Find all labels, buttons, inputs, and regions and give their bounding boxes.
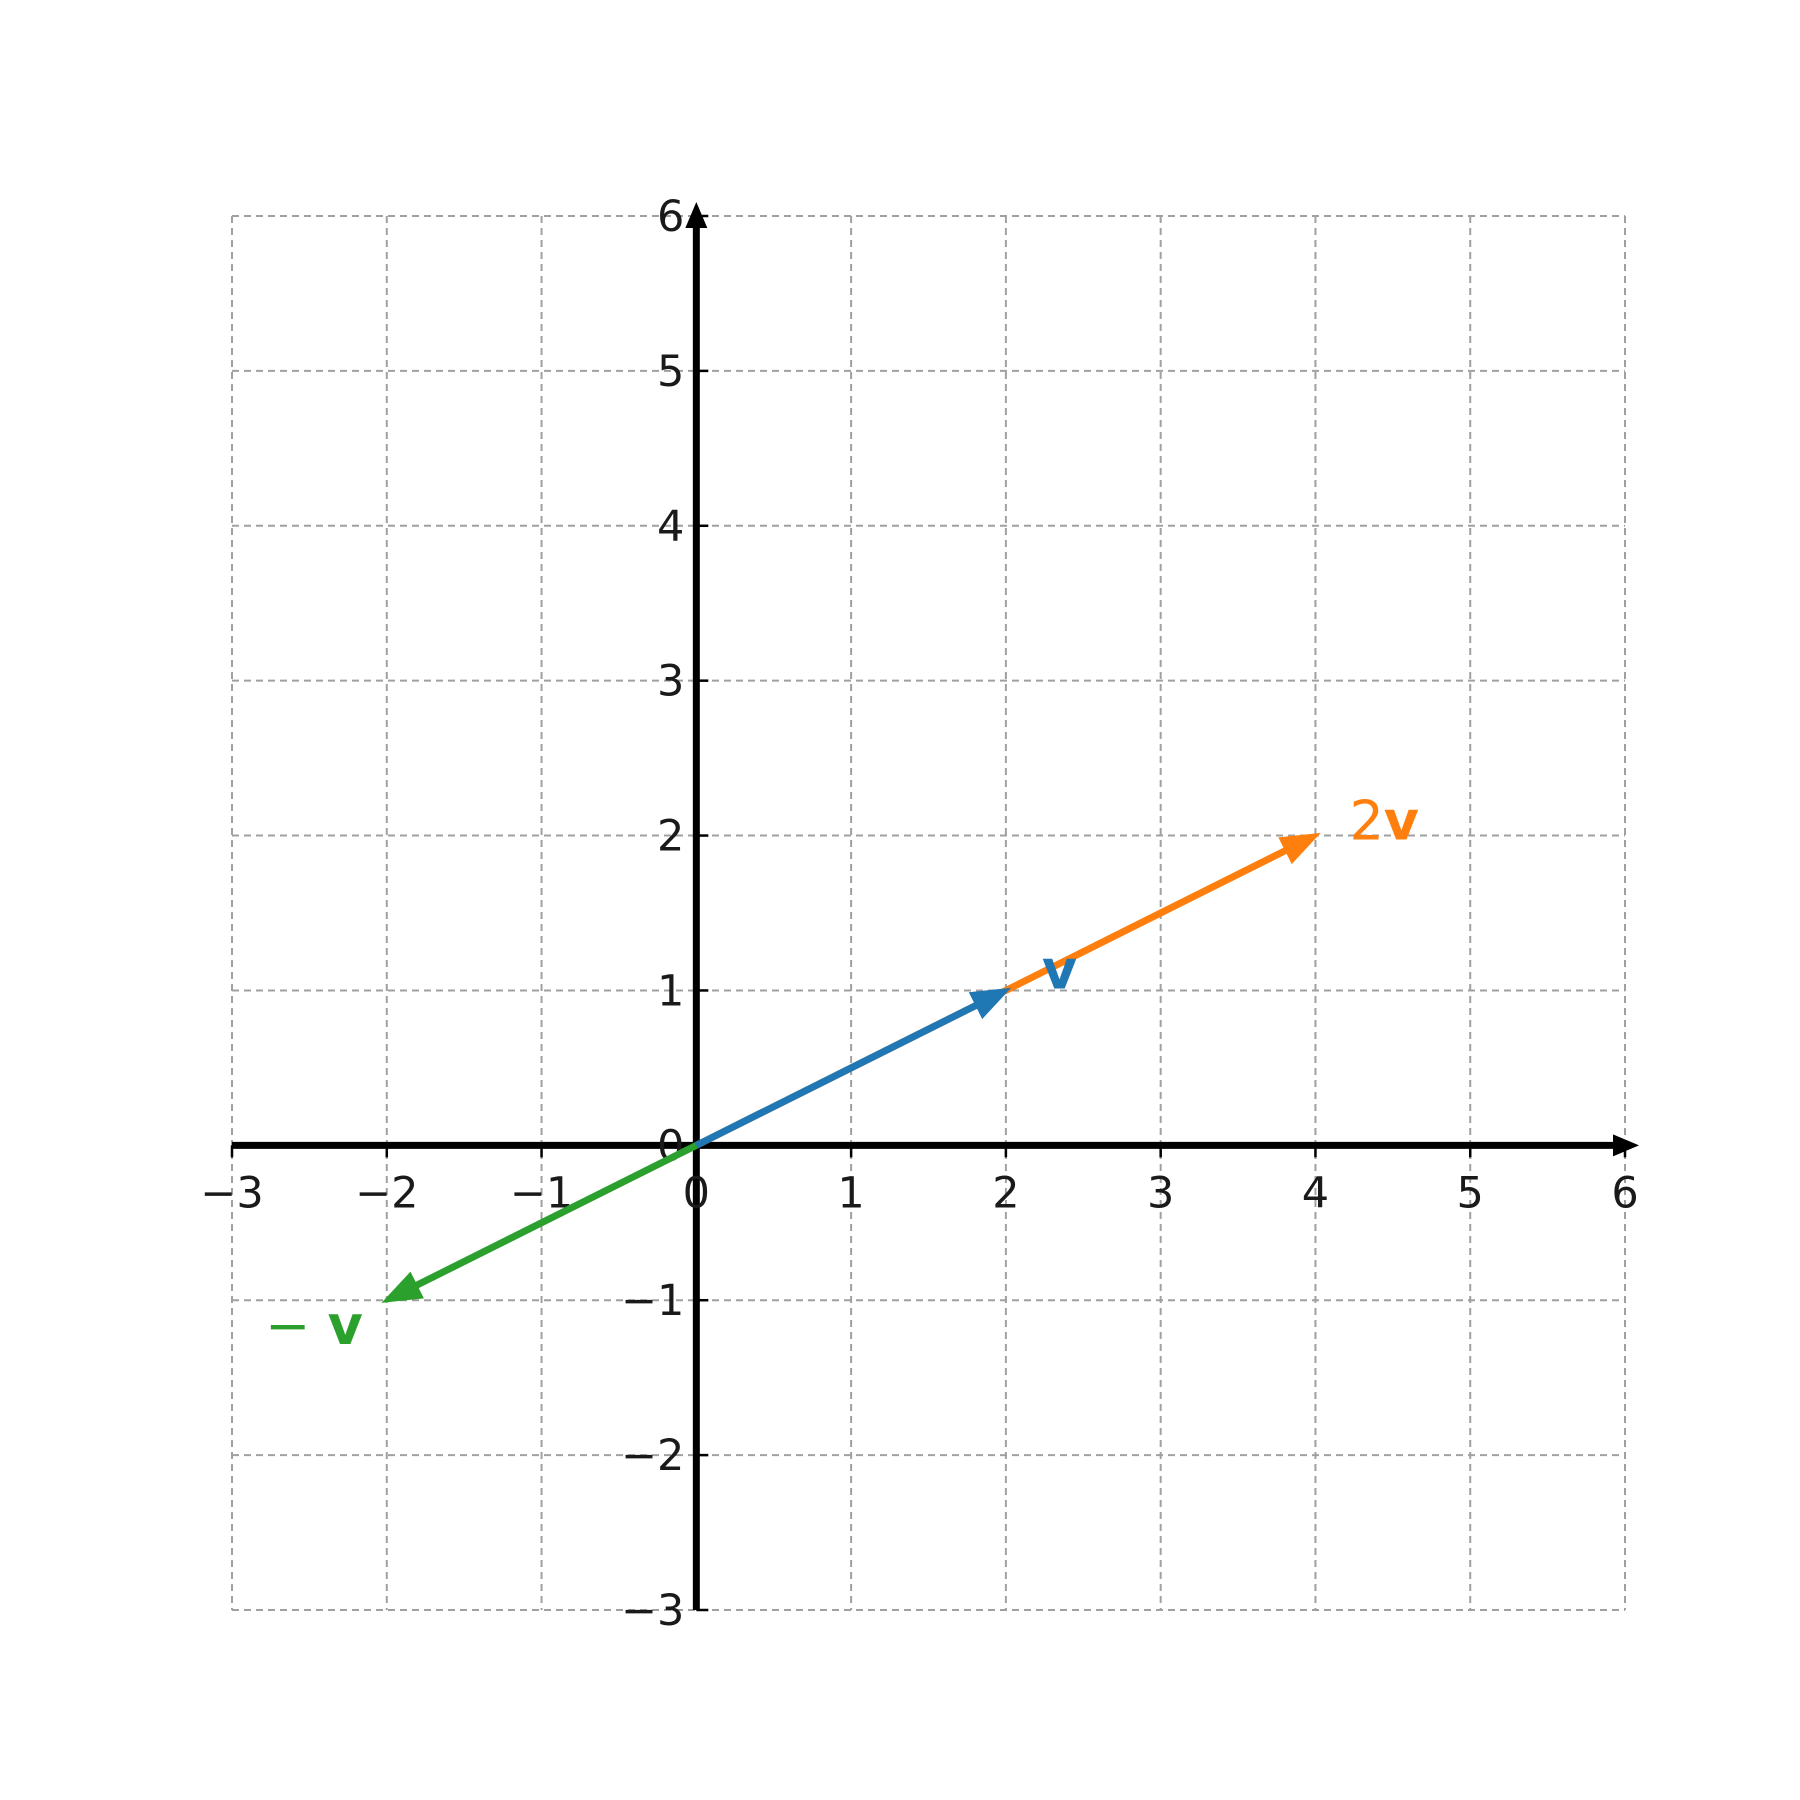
y-tick-label: 1	[657, 966, 684, 1016]
y-tick-label: 4	[657, 502, 684, 552]
y-tick-label: 2	[657, 812, 684, 862]
y-tick-label: −3	[621, 1586, 684, 1636]
y-tick-label: 3	[657, 657, 684, 707]
vector-label-prefix: −	[265, 1294, 327, 1357]
y-tick-label: −2	[621, 1431, 684, 1481]
x-tick-label: 3	[1147, 1168, 1174, 1218]
vector-head-2v	[1278, 832, 1321, 865]
x-tick-label: 5	[1457, 1168, 1484, 1218]
x-tick-label: 4	[1302, 1168, 1329, 1218]
vector-label-symbol: v	[1384, 790, 1419, 853]
vector-head-neg-v	[381, 1271, 424, 1303]
y-tick-label: 5	[657, 347, 684, 397]
x-tick-label: 2	[992, 1168, 1019, 1218]
vector-shaft-v	[694, 1000, 981, 1149]
x-tick-label: −3	[200, 1168, 263, 1218]
vector-label-v: v	[1042, 938, 1077, 1001]
vector-head-v	[968, 987, 1012, 1020]
x-tick-label: −2	[355, 1168, 418, 1218]
vector-shaft-neg-v	[412, 1142, 698, 1290]
grid	[231, 215, 1626, 1611]
vector-labels: 2vv− v	[265, 790, 1419, 1358]
vector-label-2v: 2v	[1349, 790, 1419, 853]
vectors	[381, 832, 1321, 1303]
x-tick-label: 0	[683, 1168, 710, 1218]
axes	[232, 202, 1639, 1610]
y-tick-label: −1	[621, 1276, 684, 1326]
vector-label-symbol: v	[328, 1294, 363, 1357]
vector-label-neg-v: − v	[265, 1294, 363, 1357]
x-tick-label: 6	[1611, 1168, 1638, 1218]
vector-label-prefix: 2	[1349, 790, 1383, 853]
y-tick-label: 6	[657, 192, 684, 242]
x-tick-label: 1	[837, 1168, 864, 1218]
vector-label-symbol: v	[1042, 938, 1077, 1001]
